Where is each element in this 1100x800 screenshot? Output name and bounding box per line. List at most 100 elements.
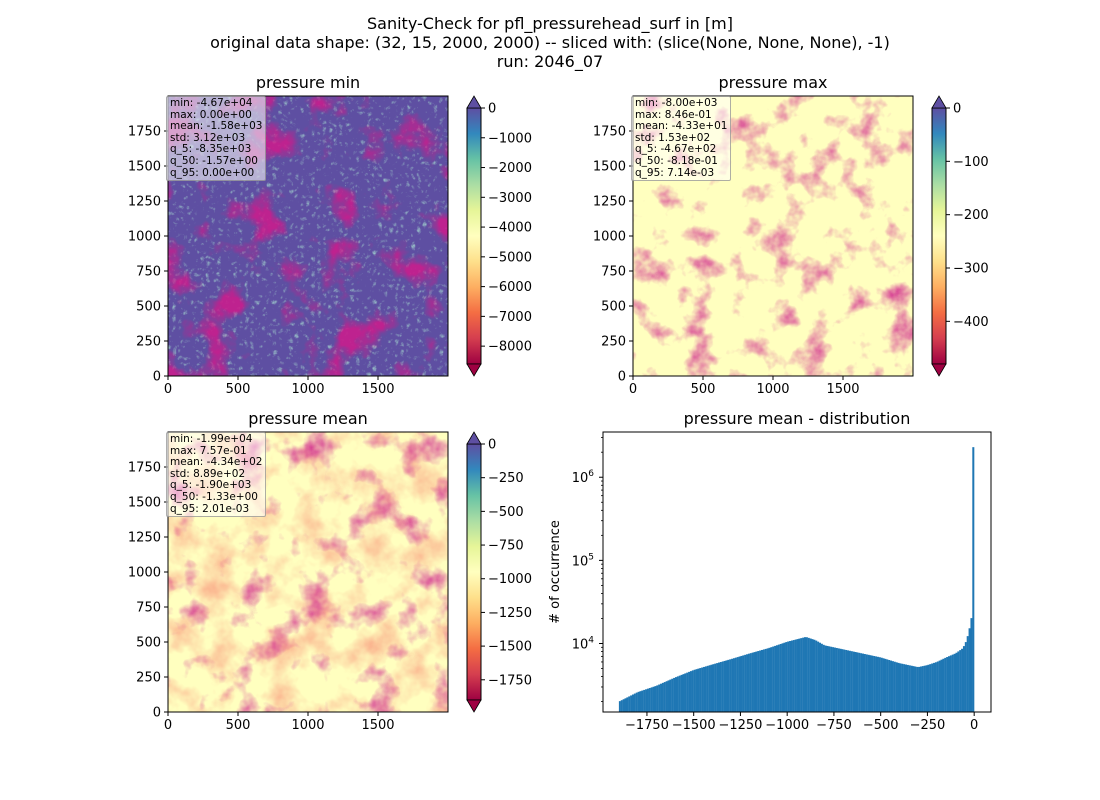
stat-line: mean: -4.33e+01 [635,120,728,133]
histogram-bar [654,686,657,712]
histogram-bar [674,677,678,712]
histogram-bar [944,657,947,712]
histogram-bar [671,678,674,712]
histogram-bar [843,649,846,712]
x-tick-label: 0 [629,382,637,397]
histogram-bar [635,692,638,712]
y-tick-label: 1500 [128,496,161,511]
histogram-bar [725,660,728,712]
stat-line: q_95: 2.01e-03 [170,502,250,515]
histogram-bar [880,657,883,712]
histogram-bar [673,677,676,712]
histogram-bar [676,676,679,712]
y-tick-label: 500 [601,300,626,315]
histogram-bar [703,666,706,712]
histogram-bar [789,641,792,712]
histogram-bar [744,654,747,712]
histogram-bar [667,680,670,712]
histogram-bar [688,671,691,712]
panel-title-pressure-mean: pressure mean [248,409,368,428]
histogram-bar [802,637,805,712]
colorbar-tick-label: −100 [953,155,989,170]
histogram-bar [721,661,724,712]
colorbar-tick-label: 0 [488,102,496,117]
stat-line: min: -1.99e+04 [170,433,253,445]
y-tick-label: 750 [136,265,161,280]
histogram-bar [783,642,786,712]
stats-box-pressure-mean: min: -1.99e+04 max: 7.57e-01 mean: -4.34e+… [166,432,267,518]
histogram-bar [727,659,730,712]
stat-line: max: 7.57e-01 [170,444,247,457]
histogram-bar [691,670,694,712]
histogram-bar [957,651,960,712]
histogram-bar [628,696,631,712]
histogram-bar [893,661,896,712]
histogram-bar [867,654,870,712]
colorbar-tick-label: −500 [488,505,524,520]
colorbar [466,107,482,365]
x-tick-label: 500 [226,718,251,733]
histogram-bar [888,660,891,712]
stat-line: q_95: 0.00e+00 [170,166,255,179]
histogram-bar [830,646,833,712]
colorbar-tick-label: −8000 [488,340,532,355]
histogram-bar [918,666,921,712]
x-tick-label: −750 [816,718,852,733]
histogram-bar [869,655,872,712]
histogram-bar [972,447,975,712]
stats-box-pressure-max: min: -8.00e+03 max: 8.46e-01 mean: -4.33e+… [631,96,732,182]
histogram-bar [680,674,683,712]
colorbar-tick-label: −5000 [488,250,532,265]
histogram-bar [641,690,644,712]
colorbar-tick-label: −1000 [488,131,532,146]
histogram-bar [925,665,928,712]
histogram-bar [775,645,778,712]
histogram-bar [824,645,827,712]
x-tick-label: 0 [164,718,172,733]
x-tick-label: 1000 [291,382,324,397]
histogram-bar [650,687,653,712]
figure-title-line-3: run: 2046_07 [496,52,604,71]
colorbar [931,107,947,365]
histogram-bar [643,689,646,712]
histogram-bar [938,660,941,712]
panel-pressure-mean-distribution: pressure mean - distribution −1750 −1500−… [548,409,992,733]
stat-line: q_50: -1.57e+00 [170,154,258,167]
histogram-bar [742,655,745,712]
histogram-bar [732,658,735,712]
histogram-bar [693,669,696,712]
histogram-bar [873,656,876,712]
histogram-bar [953,653,956,712]
stat-line: q_5: -8.35e+03 [170,143,252,156]
histogram-bar [764,648,767,712]
histogram-bar [734,657,737,712]
stats-box-pressure-min: min: -4.67e+04 max: 0.00e+00 mean: -1.58e+… [166,96,267,182]
histogram-bar [785,642,788,712]
histogram-bar [813,639,816,712]
histogram-bar [901,663,904,712]
y-tick-label: 1000 [128,566,161,581]
figure-title-line-1: Sanity-Check for pfl_pressurehead_surf i… [367,14,733,33]
x-tick-label: 1500 [361,382,394,397]
histogram-bar [886,659,889,712]
histogram-bar [663,682,666,712]
histogram-bar [914,666,917,712]
histogram-bar [774,645,777,712]
histogram-bar [755,651,758,712]
histogram-bar [779,643,782,712]
x-tick-label: −250 [910,718,946,733]
x-tick-label: 1500 [361,718,394,733]
stat-line: mean: -1.58e+03 [170,120,263,133]
histogram-bar [682,674,685,712]
histogram-bar [919,666,922,712]
histogram-bar [854,651,857,712]
x-tick-label: 500 [691,382,716,397]
histogram-bar [876,656,879,712]
histogram-bar [858,652,861,712]
histogram-bar [684,673,687,712]
histogram-bar [897,662,900,712]
y-tick-label: 750 [601,265,626,280]
histogram-bar [906,664,909,712]
histogram-bar [658,684,661,712]
histogram-bar [631,694,635,712]
